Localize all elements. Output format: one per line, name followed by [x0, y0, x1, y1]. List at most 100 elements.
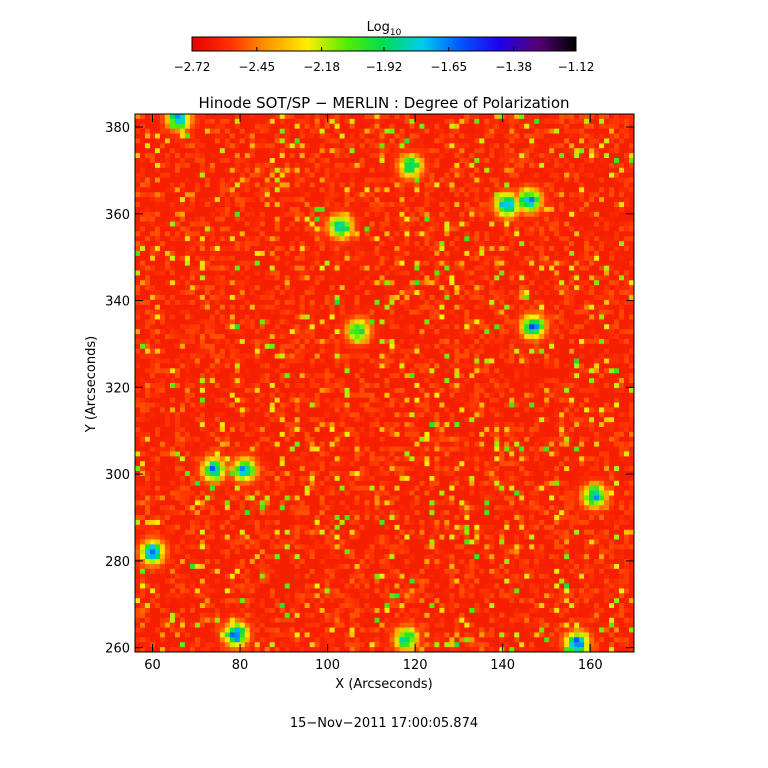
- heatmap-cell: [294, 246, 301, 252]
- heatmap-cell: [384, 153, 390, 159]
- heatmap-cell: [459, 148, 465, 154]
- heatmap-cell: [339, 270, 345, 276]
- heatmap-cell: [254, 197, 261, 203]
- heatmap-cell: [289, 348, 296, 355]
- heatmap-cell: [224, 250, 231, 257]
- heatmap-cell: [239, 128, 246, 134]
- heatmap-cell: [514, 138, 520, 144]
- heatmap-cell: [149, 153, 156, 159]
- heatmap-cell: [529, 206, 535, 213]
- heatmap-cell: [284, 265, 291, 271]
- heatmap-cell: [499, 177, 505, 183]
- heatmap-cell: [309, 143, 316, 149]
- heatmap-cell: [219, 114, 226, 120]
- heatmap-cell: [614, 167, 620, 174]
- heatmap-cell: [154, 206, 161, 213]
- heatmap-cell: [329, 123, 335, 130]
- heatmap-cell: [519, 221, 525, 227]
- heatmap-cell: [249, 343, 256, 350]
- heatmap-cell: [394, 123, 400, 130]
- heatmap-cell: [419, 128, 425, 134]
- heatmap-cell: [359, 343, 365, 350]
- heatmap-cell: [314, 187, 321, 193]
- heatmap-cell: [239, 241, 246, 247]
- heatmap-cell: [419, 324, 425, 330]
- heatmap-cell: [154, 177, 161, 183]
- heatmap-cell: [144, 236, 151, 242]
- heatmap-cell: [349, 294, 355, 301]
- heatmap-cell: [459, 211, 465, 218]
- heatmap-cell: [199, 324, 206, 330]
- heatmap-cell: [494, 143, 500, 149]
- heatmap-cell: [619, 143, 625, 149]
- heatmap-cell: [209, 329, 216, 335]
- heatmap-cell: [314, 255, 321, 262]
- heatmap-cell: [189, 324, 196, 330]
- heatmap-cell: [524, 172, 530, 178]
- heatmap-cell: [559, 250, 565, 257]
- heatmap-cell: [444, 241, 450, 247]
- heatmap-cell: [214, 236, 221, 242]
- heatmap-cell: [394, 158, 400, 164]
- heatmap-cell: [424, 299, 430, 306]
- heatmap-cell: [574, 197, 580, 203]
- heatmap-cell: [574, 265, 580, 271]
- heatmap-cell: [524, 118, 530, 125]
- heatmap-cell: [404, 304, 410, 311]
- heatmap-cell: [209, 148, 216, 154]
- heatmap-cell: [444, 231, 450, 237]
- heatmap-cell: [594, 143, 600, 149]
- heatmap-cell: [629, 250, 635, 257]
- heatmap-cell: [224, 143, 231, 149]
- heatmap-cell: [609, 172, 615, 178]
- heatmap-cell: [319, 309, 326, 315]
- heatmap-cell: [414, 265, 420, 271]
- heatmap-cell: [424, 294, 430, 301]
- heatmap-cell: [214, 182, 221, 188]
- heatmap-cell: [389, 206, 395, 213]
- heatmap-cell: [299, 250, 306, 257]
- heatmap-cell: [339, 324, 345, 330]
- heatmap-cell: [504, 241, 510, 247]
- heatmap-cell: [569, 324, 575, 330]
- heatmap-cell: [259, 260, 266, 267]
- heatmap-cell: [284, 211, 291, 218]
- heatmap-cell: [284, 334, 291, 340]
- colorbar-label: Log10: [367, 20, 402, 38]
- heatmap-cell: [189, 299, 196, 306]
- heatmap-cell: [494, 172, 500, 178]
- heatmap-cell: [474, 260, 480, 267]
- heatmap-cell: [439, 197, 445, 203]
- heatmap-cell: [135, 177, 141, 183]
- heatmap-cell: [459, 162, 465, 169]
- heatmap-cell: [194, 241, 201, 247]
- heatmap-cell: [464, 211, 470, 218]
- heatmap-cell: [154, 299, 161, 306]
- heatmap-cell: [429, 221, 435, 227]
- heatmap-cell: [314, 265, 321, 271]
- heatmap-cell: [284, 255, 291, 262]
- heatmap-cell: [334, 275, 340, 281]
- heatmap-cell: [529, 324, 535, 330]
- heatmap-cell: [204, 343, 211, 350]
- heatmap-cell: [209, 275, 216, 281]
- heatmap-cell: [469, 299, 475, 306]
- heatmap-cell: [484, 304, 490, 311]
- heatmap-cell: [364, 221, 370, 227]
- heatmap-cell: [314, 158, 321, 164]
- heatmap-cell: [349, 182, 355, 188]
- heatmap-cell: [614, 241, 620, 247]
- heatmap-cell: [429, 197, 435, 203]
- heatmap-cell: [409, 221, 415, 227]
- heatmap-cell: [174, 153, 181, 159]
- heatmap-cell: [164, 348, 171, 355]
- heatmap-cell: [164, 324, 171, 330]
- heatmap-cell: [194, 246, 201, 252]
- heatmap-cell: [269, 265, 276, 271]
- heatmap-cell: [619, 255, 625, 262]
- heatmap-cell: [314, 211, 321, 218]
- heatmap-cell: [249, 202, 256, 208]
- heatmap-cell: [254, 162, 261, 169]
- heatmap-cell: [149, 133, 156, 139]
- heatmap-cell: [309, 153, 316, 159]
